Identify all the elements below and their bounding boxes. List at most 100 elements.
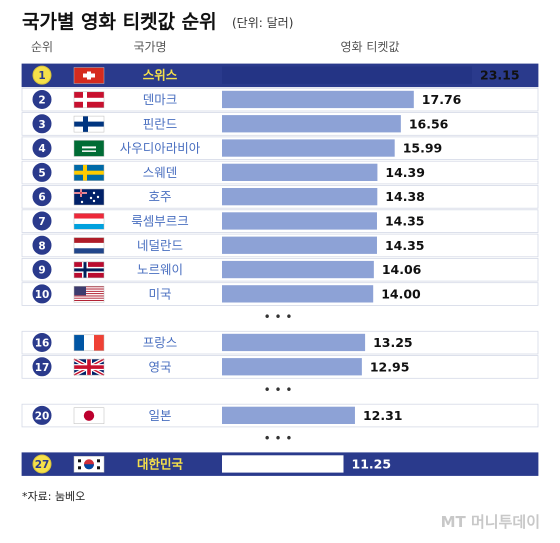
- uk-flag-icon-part: [74, 365, 104, 369]
- country-label: 노르웨이: [137, 262, 183, 277]
- rank-badge: [32, 114, 52, 134]
- rank-badge: [32, 89, 52, 109]
- switzerland-flag-icon-part: [83, 73, 95, 78]
- chart-title: 국가별 영화 티켓값 순위: [22, 11, 217, 33]
- rank-number: 17: [35, 362, 50, 374]
- value-bar: [222, 358, 362, 376]
- rank-badge: [32, 138, 52, 158]
- chart-row-8: 8 네덜란드 14.35: [21, 233, 539, 258]
- value-label: 14.00: [381, 286, 421, 301]
- rank-badge: [32, 405, 52, 425]
- usa-flag-icon-part: [74, 290, 104, 292]
- rank-number: 3: [38, 119, 45, 131]
- rank-number: 27: [35, 459, 50, 471]
- usa-flag-icon-part: [74, 296, 104, 298]
- value-label: 12.31: [363, 408, 403, 423]
- japan-flag-icon-disc: [83, 410, 95, 421]
- norway-flag-icon: [73, 261, 105, 279]
- country-label: 스웨덴: [143, 165, 178, 180]
- usa-flag-icon-part: [74, 301, 104, 303]
- value-label: 23.15: [480, 68, 520, 83]
- value-label: 14.35: [385, 213, 425, 228]
- chart-row-4: 4 사우디아라비아 15.99: [21, 136, 539, 160]
- norway-flag-icon-part: [74, 268, 104, 272]
- chart-rows: 1 스위스 23.15 2 덴마크 17.76 3 핀란드 16.56 4 사우디아라비아 15.99…: [21, 63, 539, 476]
- country-label: 덴마크: [143, 92, 178, 107]
- sweden-flag-icon-part: [74, 170, 104, 175]
- australia-flag-icon-star: [80, 200, 84, 204]
- value-bar: [222, 90, 414, 109]
- norway-flag-icon-border: [73, 261, 105, 279]
- luxembourg-flag-icon-part: [74, 213, 104, 219]
- france-flag-icon: [73, 334, 105, 352]
- south-korea-flag-icon-border: [73, 456, 105, 473]
- rank-badge: [32, 211, 52, 231]
- value-bar: [222, 139, 395, 157]
- value-bar: [222, 285, 374, 303]
- netherlands-flag-icon-part: [74, 248, 104, 254]
- rank-badge: [32, 260, 52, 280]
- value-bar: [222, 115, 401, 133]
- rank-badge: [32, 332, 52, 352]
- rank-number: 10: [35, 289, 50, 301]
- chart-row-7: 7 룩셈부르크 14.35: [21, 209, 539, 233]
- australia-flag-icon-star: [96, 195, 100, 199]
- rank-number: 7: [38, 216, 45, 228]
- australia-flag-icon-border: [73, 188, 105, 206]
- watermark-logo: MT 머니투데이: [441, 513, 540, 531]
- value-label: 13.25: [373, 335, 413, 350]
- luxembourg-flag-icon-border: [73, 213, 105, 230]
- usa-flag-icon-part: [74, 286, 86, 296]
- france-flag-icon-part: [84, 334, 94, 351]
- country-label: 룩셈부르크: [131, 213, 189, 228]
- value-bar: [222, 163, 378, 181]
- france-flag-icon-part: [94, 334, 104, 351]
- value-label: 12.95: [370, 359, 410, 374]
- value-bar: [222, 66, 473, 84]
- rank-number: 9: [38, 265, 45, 277]
- value-label: 14.39: [385, 165, 425, 180]
- value-label: 14.06: [382, 262, 422, 277]
- usa-flag-icon-part: [74, 297, 104, 299]
- luxembourg-flag-icon-part: [74, 223, 104, 230]
- luxembourg-flag-icon: [73, 213, 105, 230]
- finland-flag-icon: [73, 115, 105, 133]
- row-ellipsis: • • •: [264, 432, 293, 446]
- row-ellipsis: • • •: [264, 310, 293, 324]
- usa-flag-icon-part: [74, 294, 104, 296]
- value-bar: [222, 406, 355, 424]
- country-label: 미국: [148, 286, 171, 301]
- rank-number: 8: [38, 240, 45, 252]
- value-label: 17.76: [422, 92, 462, 107]
- denmark-flag-icon-border: [73, 91, 105, 109]
- sweden-flag-icon: [73, 164, 105, 181]
- country-label: 프랑스: [143, 335, 178, 350]
- value-bar: [222, 260, 374, 279]
- usa-flag-icon-part: [74, 291, 104, 294]
- australia-flag-icon-part: [80, 189, 82, 197]
- rank-column-header: 순위: [31, 40, 53, 54]
- south-korea-flag-icon-part: [97, 466, 100, 470]
- south-korea-flag-icon: [73, 456, 105, 473]
- denmark-flag-icon: [73, 91, 105, 109]
- value-column-header: 영화 티켓값: [340, 40, 399, 54]
- chart-row-10: 10 미국 14.00: [21, 282, 539, 306]
- switzerland-flag-icon: [73, 67, 105, 84]
- value-label: 15.99: [403, 141, 443, 156]
- country-label: 영국: [148, 359, 171, 374]
- sweden-flag-icon-border: [73, 164, 105, 181]
- usa-flag-icon-part: [74, 287, 104, 289]
- usa-flag-icon-part: [74, 293, 104, 295]
- country-label: 핀란드: [143, 116, 178, 131]
- chart-row-20: 20 일본 12.31: [21, 403, 539, 428]
- usa-flag-icon-part: [74, 289, 104, 291]
- rank-number: 1: [38, 70, 45, 82]
- chart-row-9: 9 노르웨이 14.06: [21, 257, 539, 282]
- finland-flag-icon-border: [73, 115, 105, 133]
- value-label: 14.35: [385, 238, 425, 253]
- switzerland-flag-icon-border: [73, 67, 105, 84]
- saudi-arabia-flag-icon-part: [82, 146, 96, 149]
- value-label: 16.56: [409, 116, 449, 131]
- chart-row-16: 16 프랑스 13.25: [21, 330, 539, 355]
